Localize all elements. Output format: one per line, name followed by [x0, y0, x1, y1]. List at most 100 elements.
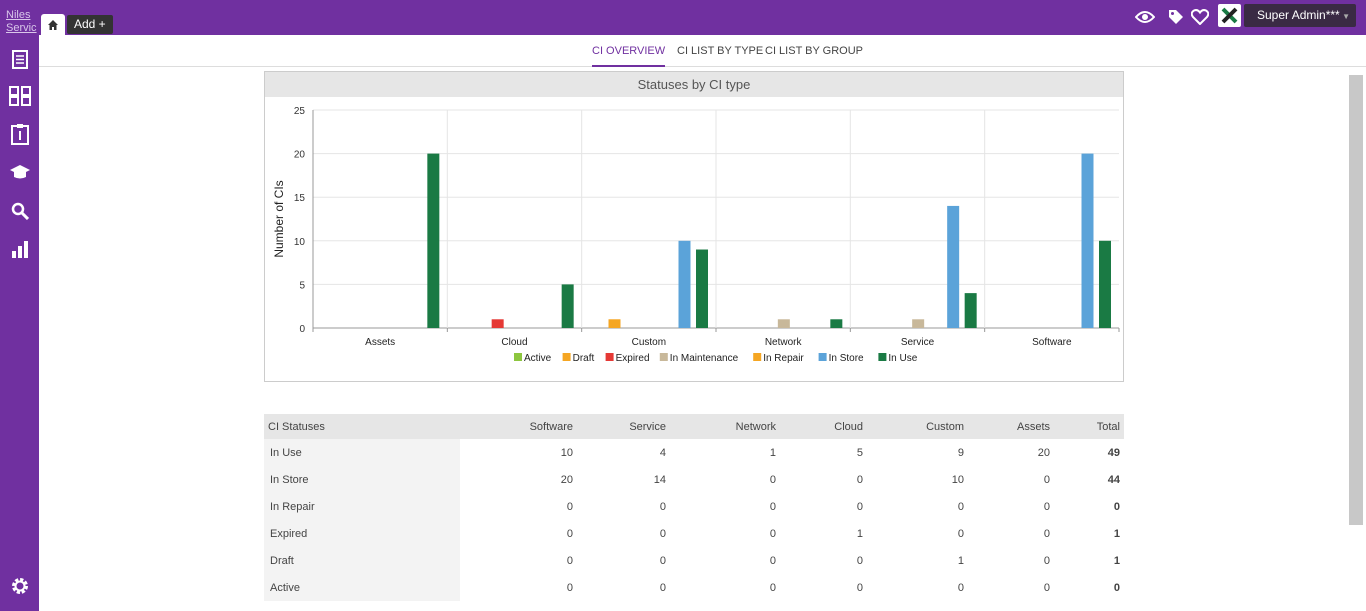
add-button[interactable]: Add + [67, 15, 113, 34]
eye-icon[interactable] [1135, 8, 1155, 26]
count-cell: 0 [769, 473, 776, 486]
table-row: In Repair 0 0 0 0 0 0 0 [264, 493, 1124, 520]
count-cell: 4 [659, 446, 666, 459]
table-row: Active 0 0 0 0 0 0 0 [264, 574, 1124, 601]
count-cell: 0 [769, 500, 776, 513]
count-cell: 0 [856, 554, 863, 567]
bar-in-use-cloud [561, 284, 574, 328]
total-cell: 1 [1113, 554, 1120, 567]
count-cell: 0 [957, 527, 964, 540]
count-cell: 0 [566, 500, 573, 513]
count-cell: 20 [1037, 446, 1050, 459]
y-tick-label: 10 [294, 237, 306, 248]
count-cell: 0 [1043, 554, 1050, 567]
brand-line-1[interactable]: Niles [6, 9, 31, 21]
y-tick-label: 5 [299, 280, 305, 291]
y-tick-label: 0 [299, 324, 305, 335]
legend-swatch [878, 353, 887, 361]
statuses-chart: 0 5 10 15 20 25 Number of CIs Assets Cloud Custom… [272, 106, 1120, 364]
search-icon[interactable] [9, 200, 31, 222]
count-cell: 0 [769, 527, 776, 540]
legend-label: In Store [829, 353, 864, 364]
column-header: Total [1054, 414, 1124, 439]
legend-label: In Maintenance [670, 353, 739, 364]
heart-icon[interactable] [1190, 8, 1210, 26]
tab-ci-list-by-type[interactable]: CI LIST BY TYPE [677, 45, 764, 57]
y-tick-label: 25 [294, 106, 306, 117]
count-cell: 10 [560, 446, 573, 459]
graduation-cap-icon[interactable] [9, 161, 31, 183]
gear-icon[interactable] [9, 575, 31, 597]
tab-ci-overview[interactable]: CI OVERVIEW [592, 45, 666, 67]
tab-ci-list-by-group[interactable]: CI LIST BY GROUP [765, 45, 864, 57]
document-icon[interactable] [9, 48, 31, 70]
column-header: CI Statuses [264, 414, 460, 439]
bar-in-store-custom [678, 240, 691, 328]
count-cell: 0 [769, 554, 776, 567]
column-header: Cloud [780, 414, 867, 439]
chevron-down-icon: ▼ [1342, 12, 1350, 21]
user-name: Super Admin*** [1257, 8, 1340, 22]
x-tick-label: Network [765, 337, 803, 348]
legend-label: In Use [888, 353, 917, 364]
company-logo-icon [1218, 4, 1241, 27]
count-cell: 1 [957, 554, 964, 567]
column-header: Network [670, 414, 780, 439]
x-tick-label: Service [901, 337, 935, 348]
tag-icon[interactable] [1166, 8, 1186, 26]
count-cell: 0 [1043, 500, 1050, 513]
legend-swatch [753, 353, 762, 361]
x-tick-label: Software [1032, 337, 1072, 348]
bar-in-use-custom [696, 249, 708, 328]
x-tick-label: Cloud [501, 337, 527, 348]
column-header: Assets [968, 414, 1054, 439]
legend-label: In Repair [763, 353, 804, 364]
count-cell: 14 [653, 473, 666, 486]
bar-in-maintenance-network [777, 319, 790, 328]
count-cell: 0 [566, 527, 573, 540]
total-cell: 0 [1113, 500, 1120, 513]
bar-in-store-software [1081, 153, 1094, 328]
count-cell: 0 [659, 500, 666, 513]
clipboard-icon[interactable] [9, 123, 31, 145]
bar-in-use-service [964, 293, 977, 328]
scrollbar[interactable] [1349, 75, 1363, 525]
bar-in-maintenance-service [912, 319, 925, 328]
brand-line-2[interactable]: Servic [6, 22, 37, 34]
home-tab[interactable] [41, 14, 65, 35]
count-cell: 0 [1043, 581, 1050, 594]
ci-statuses-table: CI Statuses Software Service Network Clo… [264, 414, 1124, 601]
legend-swatch [514, 353, 522, 361]
count-cell: 0 [769, 581, 776, 594]
bar-in-use-assets [427, 153, 440, 328]
count-cell: 10 [951, 473, 964, 486]
bar-chart-icon[interactable] [9, 238, 31, 260]
table-row: Draft 0 0 0 0 1 0 1 [264, 547, 1124, 574]
legend-swatch [562, 353, 571, 361]
ci-statuses-table-panel: CI Statuses Software Service Network Clo… [264, 414, 1124, 601]
count-cell: 0 [957, 500, 964, 513]
sub-navigation: CI OVERVIEW CI LIST BY TYPE CI LIST BY G… [39, 35, 1366, 67]
count-cell: 0 [566, 581, 573, 594]
dashboard-icon[interactable] [9, 85, 31, 107]
user-menu-button[interactable]: Super Admin*** ▼ [1244, 4, 1356, 27]
count-cell: 5 [856, 446, 863, 459]
total-cell: 44 [1107, 473, 1120, 486]
status-label-cell: Expired [264, 520, 460, 547]
column-header: Software [460, 414, 577, 439]
x-tick-label: Custom [632, 337, 666, 348]
count-cell: 0 [1043, 527, 1050, 540]
brand-link[interactable]: Niles Servic [6, 9, 37, 35]
count-cell: 1 [769, 446, 776, 459]
table-row: Expired 0 0 0 1 0 0 1 [264, 520, 1124, 547]
sidebar [0, 35, 39, 611]
legend-label: Active [524, 353, 552, 364]
total-cell: 1 [1113, 527, 1120, 540]
count-cell: 0 [856, 581, 863, 594]
count-cell: 0 [659, 581, 666, 594]
column-header: Custom [867, 414, 968, 439]
table-row: In Store 20 14 0 0 10 0 44 [264, 466, 1124, 493]
count-cell: 0 [659, 554, 666, 567]
legend-label: Draft [573, 353, 595, 364]
count-cell: 1 [856, 527, 863, 540]
